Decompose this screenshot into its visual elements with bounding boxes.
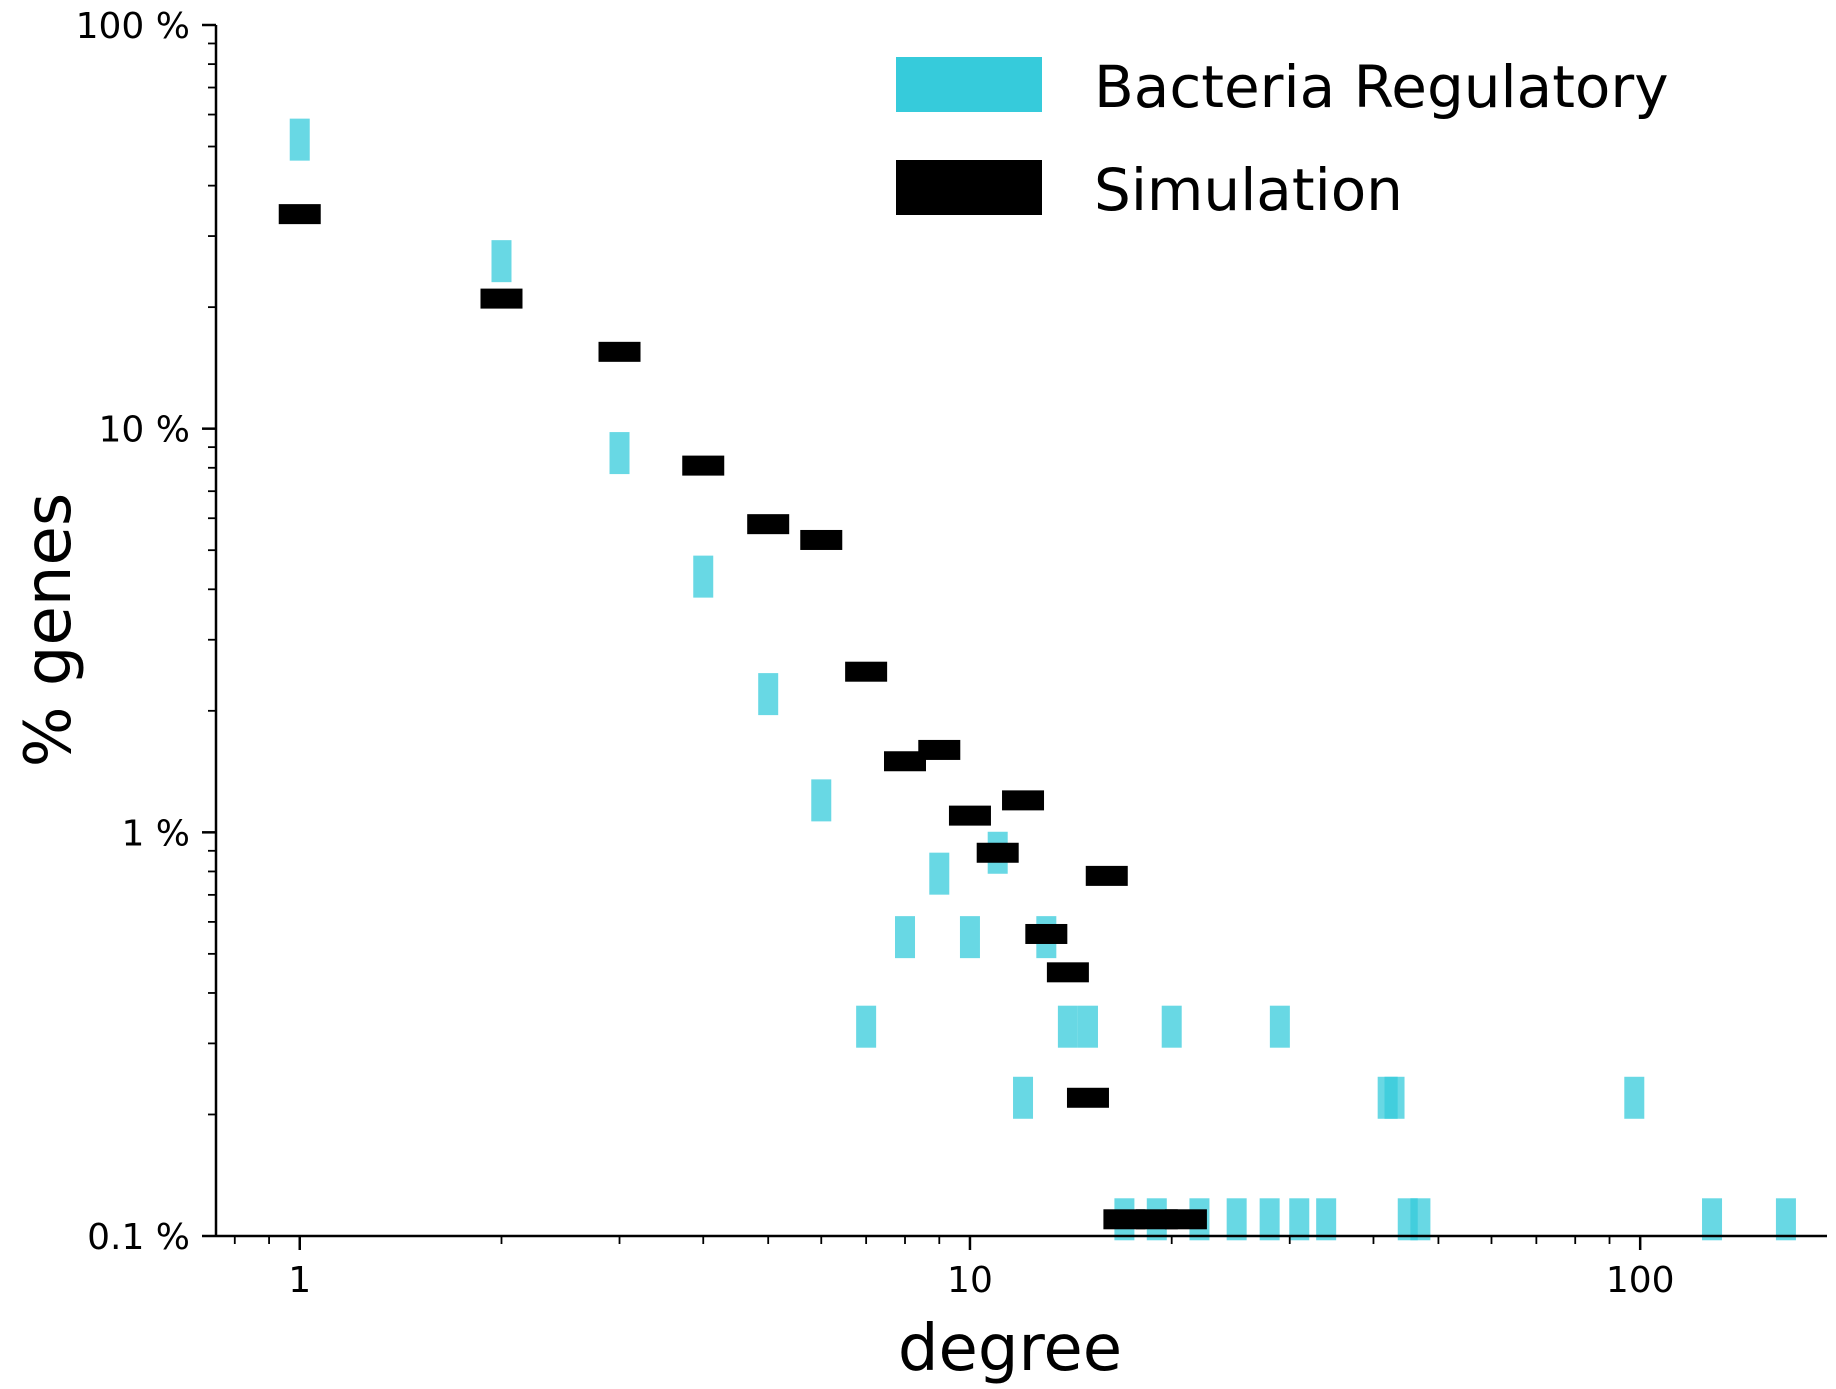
bacteria-point <box>289 118 310 161</box>
simulation-point <box>480 288 523 309</box>
simulation-point <box>747 514 790 535</box>
simulation-point <box>278 204 321 225</box>
bacteria-point <box>693 555 714 598</box>
legend-swatch-bacteria <box>896 57 1042 112</box>
bacteria-point <box>959 916 980 959</box>
simulation-point <box>918 739 961 760</box>
bacteria-point <box>1269 1005 1290 1048</box>
simulation-point <box>1103 1209 1146 1230</box>
bacteria-point <box>1775 1198 1796 1241</box>
bacteria-point <box>1077 1005 1098 1048</box>
simulation-point <box>598 341 641 362</box>
bacteria-point <box>491 240 512 283</box>
bacteria-point <box>1316 1198 1337 1241</box>
bacteria-point <box>929 852 950 895</box>
y-tick-label: 1 % <box>121 813 190 854</box>
bacteria-point <box>895 916 916 959</box>
simulation-point <box>1002 790 1045 811</box>
simulation-point <box>845 661 888 682</box>
bacteria-point <box>1410 1198 1431 1241</box>
bacteria-point <box>1259 1198 1280 1241</box>
bacteria-point <box>1226 1198 1247 1241</box>
bacteria-point <box>1384 1076 1405 1119</box>
legend-label-simulation: Simulation <box>1094 156 1403 224</box>
bacteria-point <box>1013 1076 1034 1119</box>
bacteria-point <box>1161 1005 1182 1048</box>
y-tick-label: 10 % <box>99 410 190 451</box>
data-points <box>278 118 1796 1241</box>
bacteria-point <box>1624 1076 1645 1119</box>
legend-label-bacteria: Bacteria Regulatory <box>1094 53 1669 121</box>
y-tick-label: 0.1 % <box>87 1217 190 1258</box>
simulation-point <box>1164 1209 1207 1230</box>
bacteria-point <box>1702 1198 1723 1241</box>
legend-swatch-simulation <box>896 160 1042 215</box>
simulation-point <box>682 455 725 476</box>
x-tick-label: 100 <box>1606 1260 1675 1301</box>
y-axis-label: % genes <box>12 493 86 767</box>
bacteria-point <box>758 673 779 716</box>
bacteria-point <box>609 432 630 475</box>
ticks: 1 10 100 0.1 % 1 % 10 % 100 % <box>76 6 1675 1301</box>
simulation-point <box>976 842 1019 863</box>
bacteria-point <box>856 1005 877 1048</box>
simulation-point <box>800 529 843 550</box>
y-tick-label: 100 % <box>76 6 190 47</box>
legend: Bacteria Regulatory Simulation <box>896 53 1669 224</box>
simulation-point <box>1085 865 1128 886</box>
bacteria-point <box>811 779 832 822</box>
simulation-point <box>948 805 991 826</box>
x-tick-label: 10 <box>947 1260 993 1301</box>
axes <box>214 25 1827 1238</box>
simulation-point <box>1025 923 1068 944</box>
x-tick-label: 1 <box>288 1260 311 1301</box>
x-axis-label: degree <box>898 1312 1122 1386</box>
simulation-point <box>884 751 927 772</box>
bacteria-point <box>1057 1005 1078 1048</box>
simulation-point <box>1066 1087 1109 1108</box>
simulation-point <box>1046 962 1089 983</box>
bacteria-point <box>1289 1198 1310 1241</box>
